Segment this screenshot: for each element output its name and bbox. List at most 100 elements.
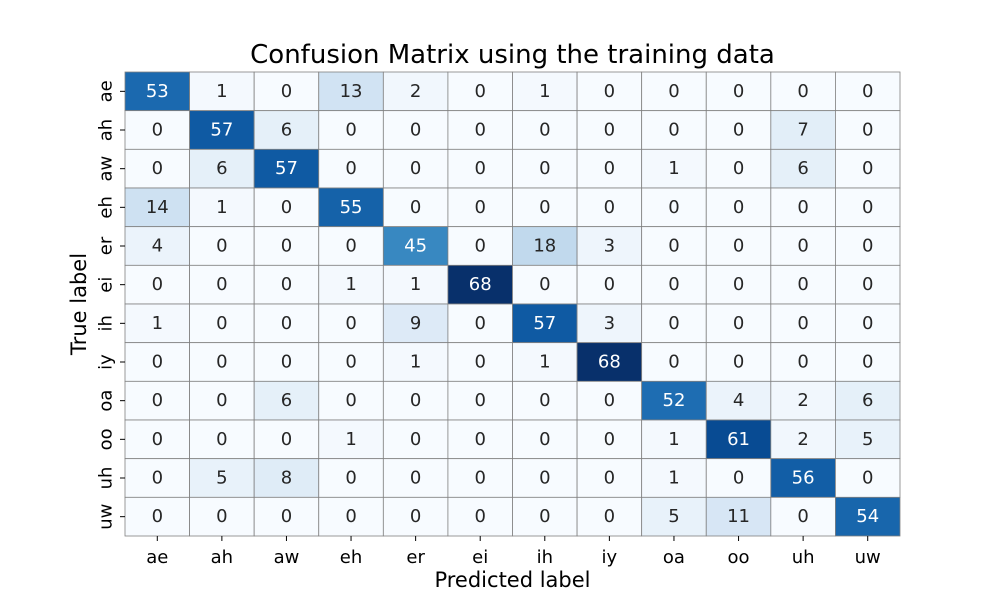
y-tick-label: ih (96, 315, 117, 331)
cell-value-label: 0 (604, 81, 615, 102)
x-tick-label: uh (792, 547, 815, 568)
cell-value-label: 2 (797, 390, 808, 411)
heatmap-cell-aw-ae (124, 148, 190, 189)
cell-value-label: 0 (733, 236, 744, 257)
x-tick-label: ae (146, 547, 168, 568)
heatmap-cell-er-uh (770, 226, 836, 266)
cell-value-label: 5 (216, 468, 227, 489)
heatmap-cell-eh-oa (641, 187, 707, 228)
heatmap-cell-ih-iy (576, 303, 643, 344)
cell-value-label: 0 (733, 81, 744, 102)
cell-value-label: 1 (668, 429, 679, 450)
cell-value-label: 0 (410, 197, 421, 218)
cell-value-label: 0 (668, 120, 679, 141)
cell-value-label: 52 (663, 390, 686, 411)
cell-value-label: 3 (604, 313, 615, 334)
heatmap-cell-ah-oo (705, 110, 772, 150)
cell-value-label: 0 (410, 506, 421, 527)
heatmap-cell-oa-aw (253, 380, 320, 421)
heatmap-cell-iy-ah (189, 342, 255, 382)
cell-value-label: 8 (281, 468, 292, 489)
y-tick-label: ae (96, 80, 117, 102)
heatmap-cell-iy-oo (705, 342, 772, 382)
cell-value-label: 1 (345, 274, 356, 295)
cell-value-label: 68 (598, 352, 621, 373)
cell-value-label: 0 (474, 197, 485, 218)
heatmap-cell-ae-uw (835, 71, 901, 112)
heatmap-cell-er-oo (705, 226, 772, 266)
cell-value-label: 0 (474, 506, 485, 527)
cell-value-label: 0 (216, 390, 227, 411)
heatmap-cell-aw-ah (189, 148, 255, 189)
cell-value-label: 0 (281, 274, 292, 295)
heatmap-cell-ih-ei (447, 303, 513, 344)
cell-value-label: 0 (539, 158, 550, 179)
cell-value-label: 0 (668, 313, 679, 334)
cell-value-label: 1 (668, 468, 679, 489)
x-tick-label: ah (211, 547, 233, 568)
cell-value-label: 0 (474, 313, 485, 334)
y-tick-label: iy (96, 354, 117, 370)
cell-value-label: 0 (281, 506, 292, 527)
heatmap-cell-ei-iy (576, 264, 643, 305)
heatmap-cell-aw-er (382, 148, 449, 189)
heatmap-cell-eh-aw (253, 187, 320, 228)
cell-value-label: 0 (604, 506, 615, 527)
heatmap-cell-uh-uw (835, 458, 901, 498)
heatmap-cell-iy-iy (576, 342, 643, 382)
heatmap-cell-ih-er (382, 303, 449, 344)
cell-value-label: 0 (474, 236, 485, 257)
heatmap-cell-uw-er (382, 496, 449, 537)
y-tick-label: er (96, 236, 117, 255)
cell-value-label: 0 (668, 274, 679, 295)
heatmap-cell-uh-er (382, 458, 449, 498)
cell-value-label: 1 (668, 158, 679, 179)
cell-value-label: 0 (668, 352, 679, 373)
cell-value-labels: 53 1 0 13 2 0 1 0 0 0 0 00 57 6 0 0 0 0 0 0 0 7 00 6 57 0 0 0 0 0 1 0 6 0… (146, 81, 879, 527)
heatmap-cell-ih-eh (318, 303, 384, 344)
cell-value-label: 0 (345, 236, 356, 257)
cell-value-label: 0 (474, 429, 485, 450)
cell-value-label: 0 (410, 429, 421, 450)
cell-value-label: 2 (797, 429, 808, 450)
cell-value-label: 0 (668, 197, 679, 218)
x-tick-label: oa (663, 547, 685, 568)
heatmap-cell-er-ah (189, 226, 255, 266)
cell-value-label: 0 (152, 506, 163, 527)
heatmap-cell-ei-aw (253, 264, 320, 305)
heatmap-cell-uh-ah (189, 458, 255, 498)
heatmap-cell-iy-er (382, 342, 449, 382)
cell-value-label: 0 (345, 352, 356, 373)
heatmap-cell-oa-iy (576, 380, 643, 421)
cell-value-label: 54 (856, 506, 879, 527)
cell-value-label: 0 (862, 120, 873, 141)
heatmap-cell-eh-uw (835, 187, 901, 228)
heatmap-cell-oa-uw (835, 380, 901, 421)
cell-value-label: 57 (210, 120, 233, 141)
cell-value-label: 14 (146, 197, 169, 218)
y-tick-label: uw (96, 504, 117, 530)
cell-value-label: 6 (862, 390, 873, 411)
heatmap-cell-ah-uh (770, 110, 836, 150)
heatmap-cell-eh-er (382, 187, 449, 228)
cell-value-label: 0 (281, 81, 292, 102)
heatmap-cell-ae-iy (576, 71, 643, 112)
heatmap-cell-aw-uw (835, 148, 901, 189)
heatmap-cell-ah-er (382, 110, 449, 150)
heatmap-cell-oa-ih (512, 380, 578, 421)
cell-value-label: 0 (152, 468, 163, 489)
cell-value-label: 0 (345, 313, 356, 334)
cell-value-label: 0 (474, 120, 485, 141)
heatmap-cell-ei-ih (512, 264, 578, 305)
y-tick-label: eh (96, 196, 117, 218)
heatmap-cell-oo-iy (576, 419, 643, 460)
cell-value-label: 0 (668, 81, 679, 102)
heatmap-cell-uw-ah (189, 496, 255, 537)
cell-value-label: 0 (733, 197, 744, 218)
cell-value-label: 1 (539, 352, 550, 373)
cell-value-label: 0 (862, 158, 873, 179)
cell-value-label: 4 (152, 236, 163, 257)
cell-value-label: 0 (474, 468, 485, 489)
cell-value-label: 0 (733, 468, 744, 489)
